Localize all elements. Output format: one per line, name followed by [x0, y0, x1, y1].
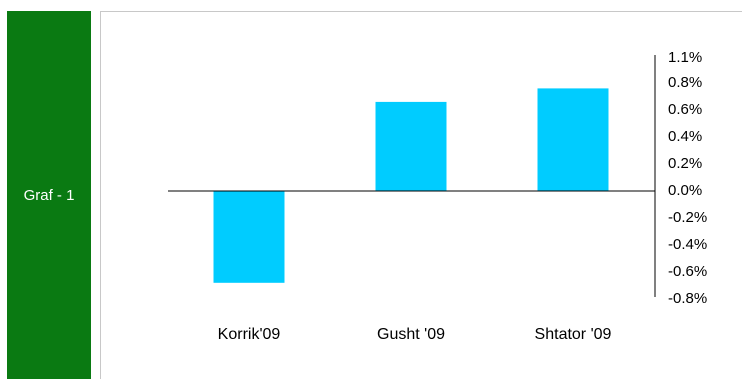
- x-category-label: Shtator '09: [535, 326, 612, 343]
- bar-2: [375, 101, 447, 191]
- chart-number-label: Graf - 1: [7, 11, 91, 379]
- y-tick-label: -0.8%: [668, 290, 707, 307]
- y-tick-label: 0.2%: [668, 155, 702, 172]
- bar-3: [537, 88, 609, 191]
- x-category-label: Gusht '09: [377, 326, 445, 343]
- bar-1: [213, 191, 285, 283]
- y-tick-label: 0.4%: [668, 128, 702, 145]
- x-category-label: Korrik'09: [218, 326, 281, 343]
- y-tick-label: 0.8%: [668, 74, 702, 91]
- y-tick-label: -0.2%: [668, 209, 707, 226]
- y-tick-label: -0.6%: [668, 263, 707, 280]
- chart-frame: [100, 11, 742, 379]
- y-tick-label: -0.4%: [668, 236, 707, 253]
- y-tick-label: 1.1%: [668, 49, 702, 66]
- y-tick-label: 0.0%: [668, 182, 702, 199]
- chart-number-text: Graf - 1: [23, 186, 75, 204]
- y-tick-label: 0.6%: [668, 101, 702, 118]
